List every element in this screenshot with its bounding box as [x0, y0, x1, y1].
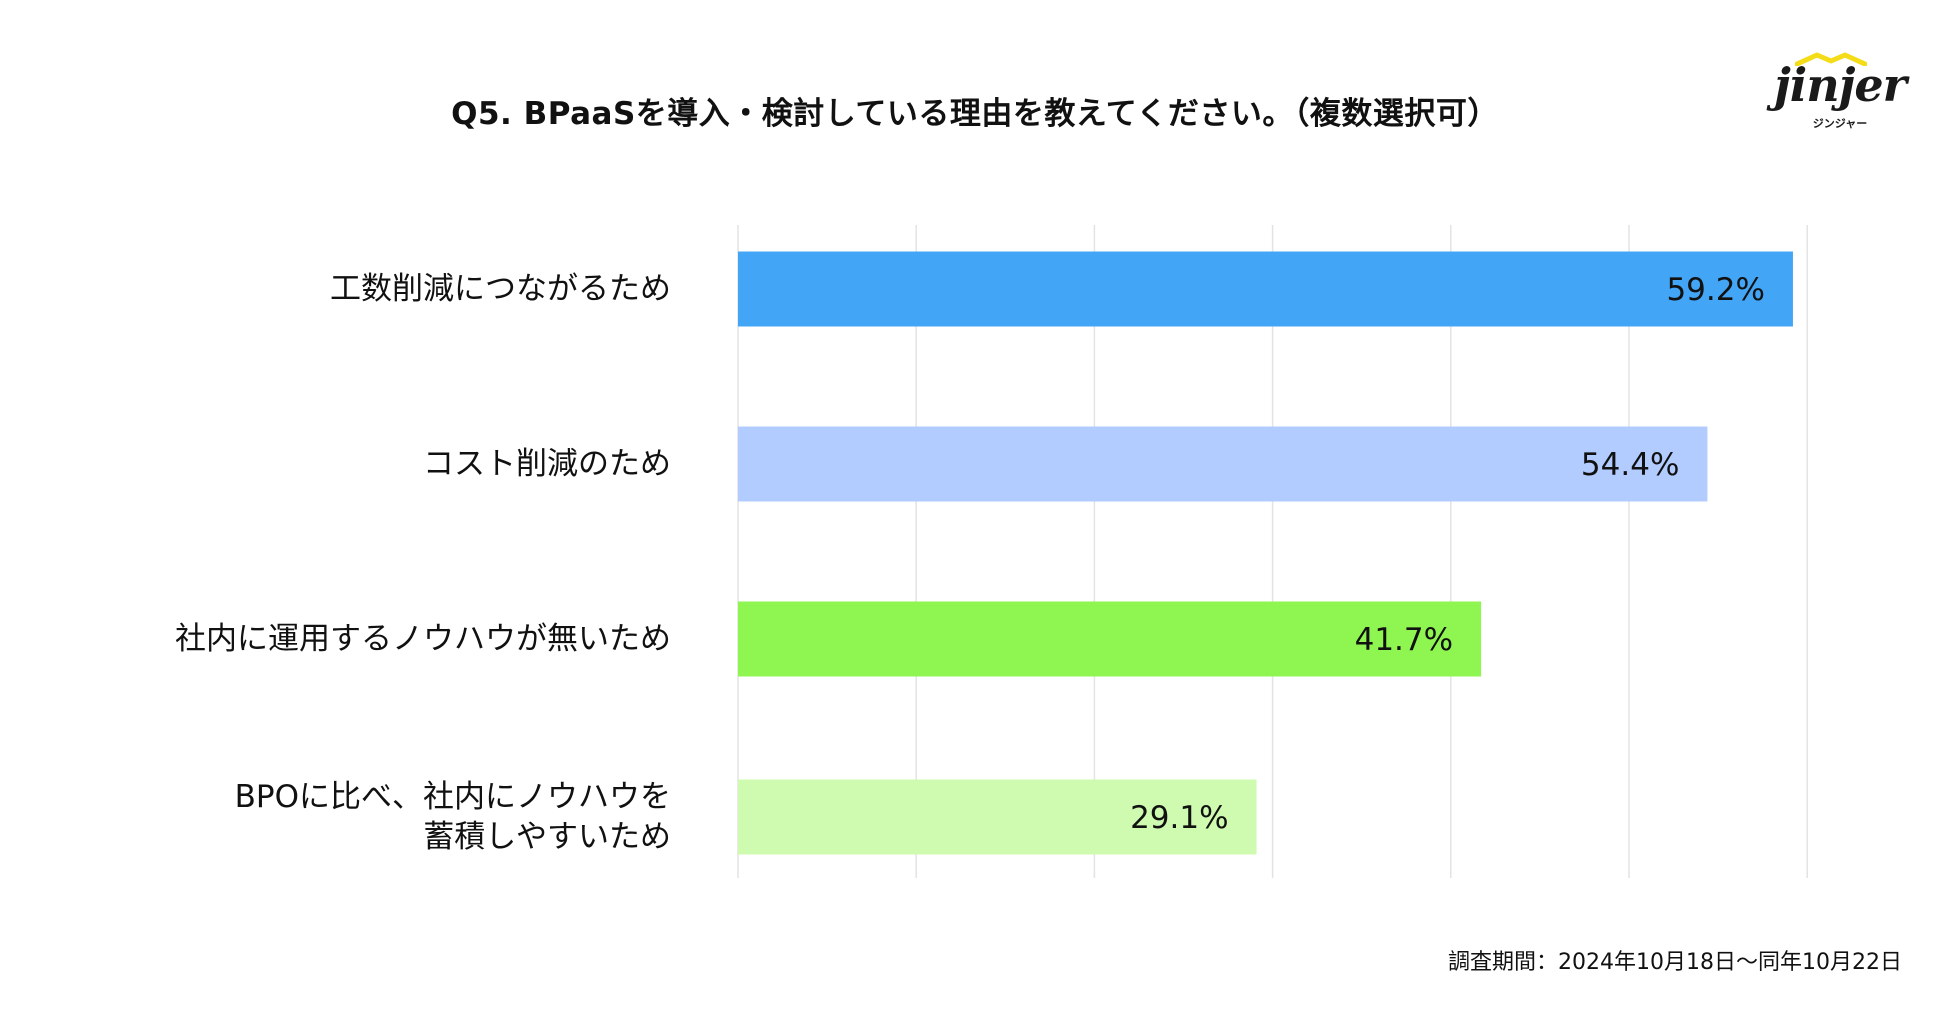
category-label: BPOに比べ、社内にノウハウを 蓄積しやすいため [234, 779, 671, 855]
bar [738, 779, 1257, 855]
bar-value-label: 41.7% [1355, 622, 1453, 658]
bar-value-label: 29.1% [1130, 800, 1228, 836]
bar [738, 251, 1793, 327]
jinjer-logo: jinjer ジンジャー [1765, 50, 1915, 140]
logo-subtext: ジンジャー [1812, 117, 1868, 130]
logo-wordmark: jinjer [1774, 58, 1907, 112]
survey-period: 調査期間：2024年10月18日〜同年10月22日 [1448, 950, 1902, 975]
bar [738, 426, 1708, 502]
chart-title: Q5. BPaaSを導入・検討している理由を教えてください。（複数選択可） [451, 96, 1499, 132]
logo-roof-icon [1795, 52, 1867, 66]
bar-value-label: 59.2% [1666, 272, 1764, 308]
category-label: 社内に運用するノウハウが無いため [175, 621, 671, 657]
bar [738, 601, 1482, 677]
category-label: コスト削減のため [423, 446, 671, 482]
bar-value-label: 54.4% [1581, 447, 1679, 483]
category-label: 工数削減につながるため [330, 271, 671, 307]
